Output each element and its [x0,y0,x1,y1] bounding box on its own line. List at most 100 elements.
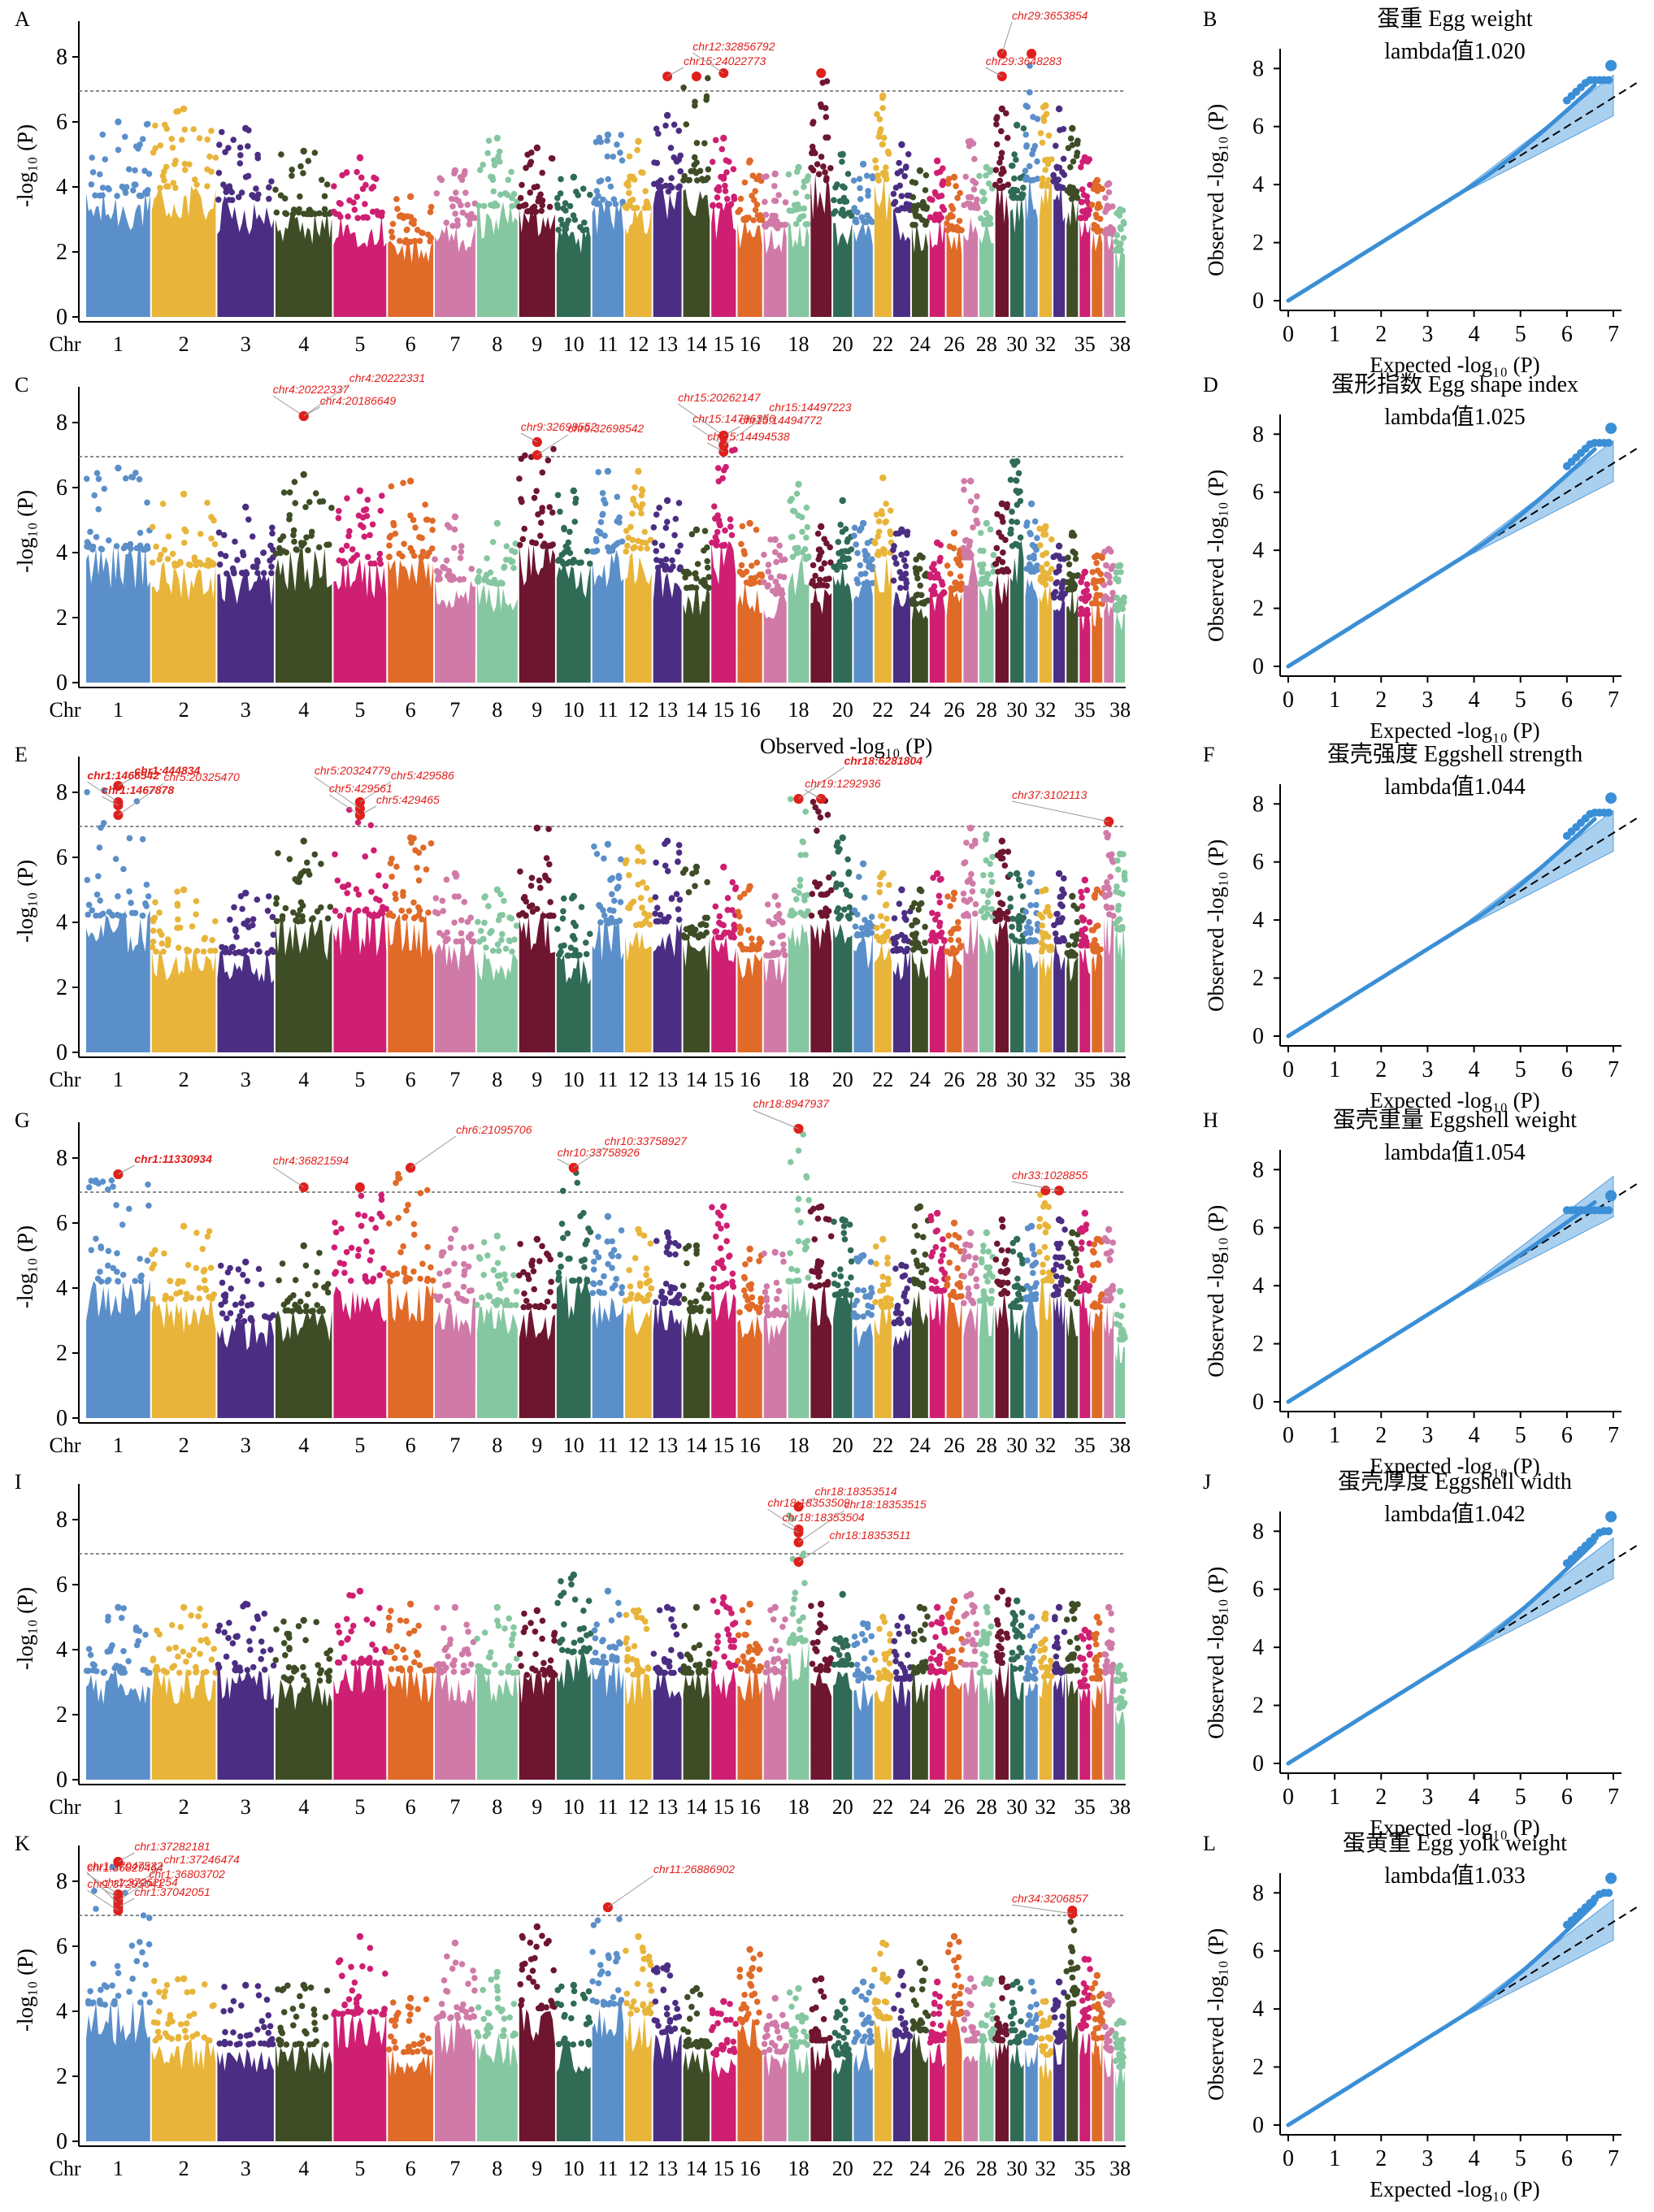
snp-point [775,583,781,589]
snp-point [369,1642,376,1648]
snp-point [388,1666,395,1672]
snp-point [868,1285,875,1291]
snp-point [723,1222,730,1229]
snp-point [964,200,970,207]
snp-point [245,516,252,523]
snp-point [702,176,710,184]
chromosome-tick-label: 20 [832,698,853,722]
snp-point [581,219,588,226]
snp-point [756,1258,762,1264]
snp-point [363,1238,370,1245]
snp-point [983,905,990,912]
peak-point [898,886,905,894]
snp-point [529,909,536,915]
peak-point [635,137,642,145]
snp-point [763,173,770,180]
snp-point [1002,1257,1009,1264]
peak-point [839,497,846,505]
snp-point [597,919,604,926]
snp-point [547,1256,554,1263]
peak-point [983,519,991,527]
snp-point [679,870,687,876]
chromosome-body [963,1299,978,1418]
peak-point [493,134,501,142]
chromosome-body [995,182,1009,317]
snp-point [841,563,849,570]
chromosome-1 [85,1169,152,1418]
snp-point [646,912,653,918]
snp-point [188,1295,195,1301]
snp-point [1103,230,1110,237]
snp-point [898,205,905,211]
snp-point [502,1277,509,1284]
snp-point [767,952,775,959]
chromosome-body [151,185,216,317]
snp-point [202,935,209,941]
snp-point [1050,553,1057,561]
chromosome-5 [332,797,390,1052]
chromosome-body [86,1668,150,1780]
snp-point [715,184,723,191]
snp-point [105,1617,111,1624]
snp-point [652,910,658,917]
chromosome-body [946,1293,962,1418]
snp-point [545,457,552,464]
snp-point [1079,1239,1085,1246]
snp-point [953,1294,960,1300]
snp-point [819,80,826,86]
chromosome-tick-label: 2 [179,332,189,356]
snp-point [845,555,852,562]
snp-point [961,897,967,904]
chromosome-28 [976,519,997,683]
snp-point [616,917,623,924]
snp-point [664,1243,671,1251]
snp-point [152,145,158,152]
snp-point [626,872,632,878]
snp-point [422,501,428,508]
snp-point [282,904,289,912]
snp-point [641,205,649,211]
snp-point [832,208,839,215]
snp-point [1027,563,1035,570]
chromosome-body [874,554,892,683]
snp-point [799,549,805,556]
chromosome-tick-label: 8 [492,698,502,722]
snp-point [419,229,426,236]
snp-point [135,145,141,152]
snp-point [827,1233,835,1240]
snp-point [280,489,288,496]
snp-point [857,184,863,192]
chromosome-body [1010,540,1024,683]
snp-point [223,1653,230,1660]
chromosome-29 [992,837,1012,1052]
snp-point [731,922,737,928]
snp-point [87,1651,94,1659]
chromosome-17 [761,170,789,317]
snp-point [429,1277,436,1284]
snp-point [420,844,427,851]
snp-point [360,214,367,221]
snp-point [1092,947,1098,954]
snp-point [174,902,181,909]
chromosome-19 [808,794,835,1052]
chromosome-tick-label: 24 [909,698,931,722]
peak-point [950,529,958,537]
snp-point [931,588,938,596]
snp-point [876,889,883,896]
snp-point [336,508,342,514]
snp-point [98,546,106,553]
snp-point [550,445,557,453]
snp-point [882,902,889,909]
snp-point [258,1281,265,1288]
chromosome-body [737,1314,762,1418]
snp-point [222,1294,229,1300]
snp-point [190,126,197,132]
snp-point [520,1269,527,1276]
snp-point [410,915,418,922]
snp-point [314,908,321,915]
snp-point [615,873,623,879]
chromosome-body [476,950,518,1052]
snp-point [122,133,128,141]
snp-point [1065,1259,1071,1266]
